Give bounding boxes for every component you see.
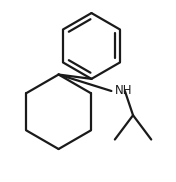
Text: NH: NH — [115, 84, 132, 98]
